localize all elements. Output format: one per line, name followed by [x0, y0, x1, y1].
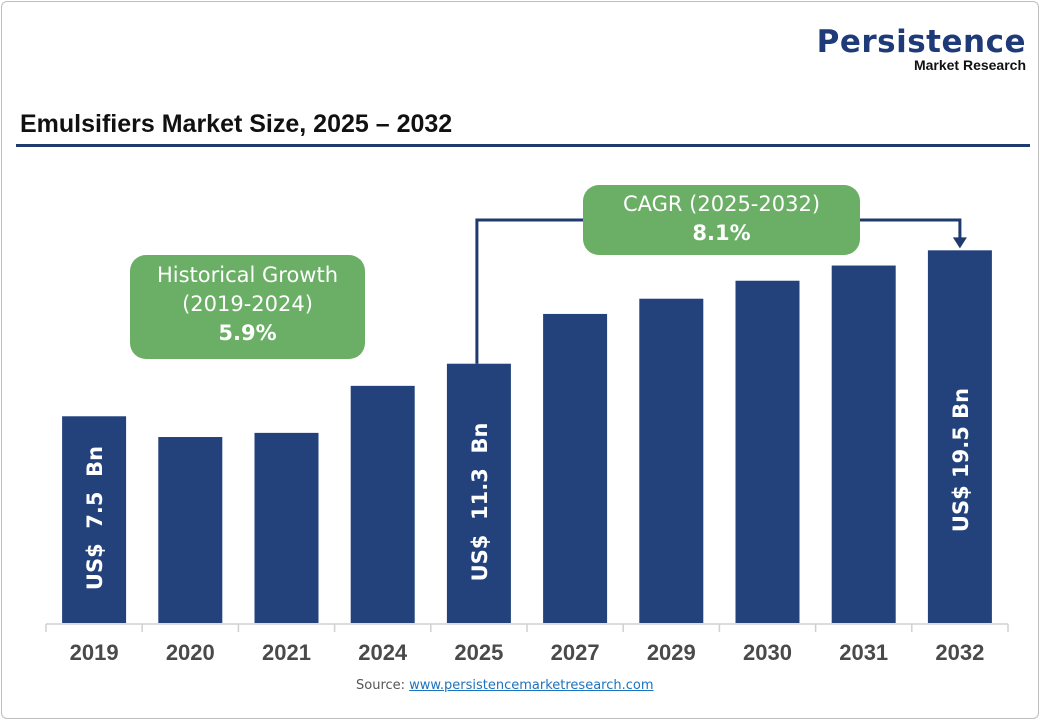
bar-2030 — [735, 280, 800, 623]
source-prefix: Source: — [356, 678, 406, 693]
data-label: US$ 19.5 Bn — [949, 388, 973, 532]
bar-2020 — [158, 437, 223, 623]
bar-2025 — [446, 363, 511, 623]
chart-title: Emulsifiers Market Size, 2025 – 2032 — [20, 110, 453, 138]
historical-period: (2019-2024) — [182, 292, 313, 316]
x-tick-label: 2031 — [839, 640, 888, 665]
bar-2029 — [639, 298, 704, 623]
x-tick-label: 2019 — [70, 640, 119, 665]
cagr-value: 8.1% — [692, 221, 751, 245]
bar-2021 — [254, 432, 319, 623]
logo-line2: Market Research — [913, 57, 1026, 73]
bar-2024 — [350, 385, 415, 623]
x-tick-label: 2030 — [743, 640, 792, 665]
x-tick-label: 2025 — [454, 640, 503, 665]
historical-growth-box: Historical Growth (2019-2024) 5.9% — [130, 255, 365, 359]
x-tick-label: 2020 — [166, 640, 215, 665]
title-divider — [16, 144, 1030, 147]
x-tick-label: 2032 — [935, 640, 984, 665]
source-link[interactable]: www.persistencemarketresearch.com — [409, 678, 654, 693]
x-tick-label: 2029 — [647, 640, 696, 665]
data-label: US$ 7.5 Bn — [83, 446, 107, 590]
cagr-label: CAGR (2025-2032) — [622, 192, 821, 216]
bar-2032 — [927, 250, 992, 623]
source-note: Source: www.persistencemarketresearch.co… — [356, 678, 654, 693]
historical-label: Historical Growth — [156, 263, 339, 287]
logo-line1: Persistence — [816, 24, 1026, 60]
x-tick-label: 2027 — [551, 640, 600, 665]
x-tick-label: 2024 — [358, 640, 408, 665]
data-label: US$ 11.3 Bn — [468, 423, 492, 582]
bar-2031 — [831, 265, 896, 623]
persistence-logo: Persistence Market Research — [817, 26, 1026, 72]
cagr-box: CAGR (2025-2032) 8.1% — [583, 185, 860, 255]
x-tick-label: 2021 — [262, 640, 311, 665]
bar-2019 — [62, 416, 127, 623]
arrow-down-icon — [952, 237, 967, 249]
bar-2027 — [543, 313, 608, 623]
historical-value: 5.9% — [218, 321, 277, 345]
